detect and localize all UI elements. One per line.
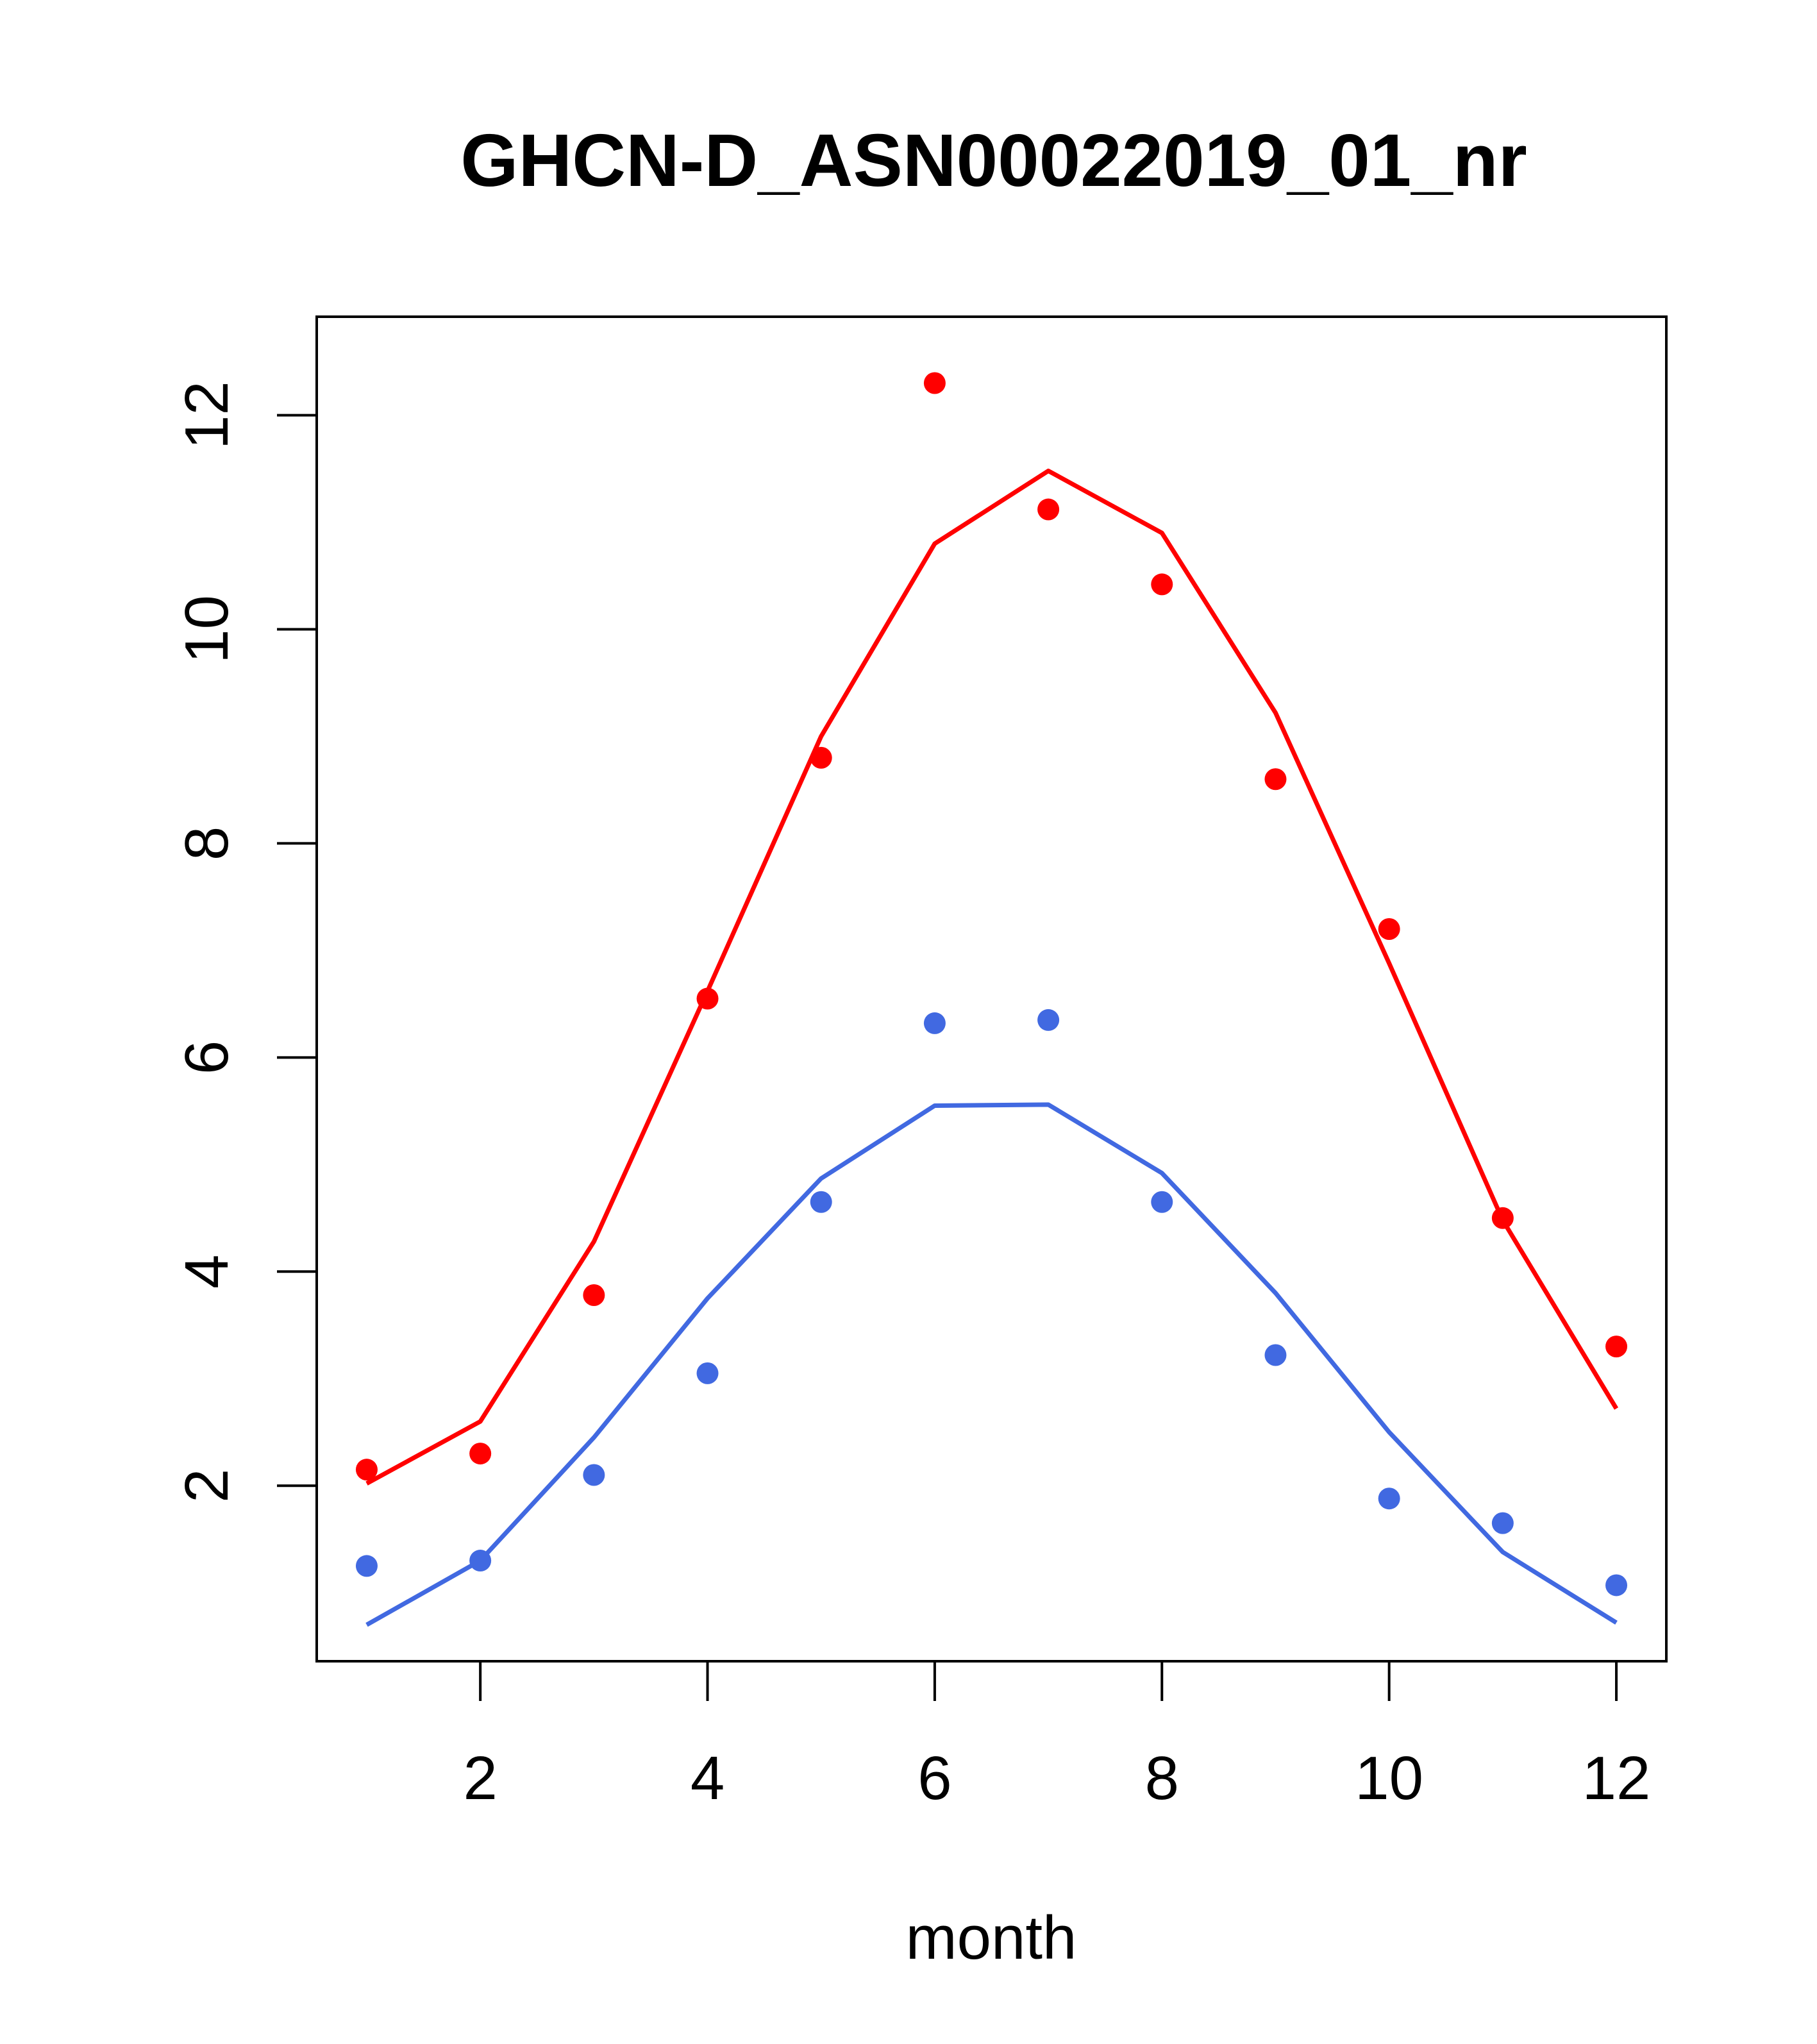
series-2-point <box>1151 1191 1173 1213</box>
series-2-point <box>1264 1344 1287 1366</box>
y-tick-label: 12 <box>172 381 241 449</box>
x-tick-label: 6 <box>917 1744 951 1813</box>
series-2-point <box>469 1550 492 1572</box>
x-tick-label: 2 <box>463 1744 497 1813</box>
series-1-point <box>1264 768 1287 791</box>
series-1-point <box>1151 573 1173 596</box>
series-2-point <box>1491 1512 1514 1534</box>
series-2-point <box>1378 1487 1400 1510</box>
x-tick-label: 8 <box>1145 1744 1179 1813</box>
series-1-point <box>1605 1336 1628 1358</box>
x-axis: 2 4 6 8 10 12 <box>463 1660 1651 1813</box>
series-1-point <box>1037 498 1060 521</box>
series-1-point <box>923 372 946 394</box>
series-2-point <box>1605 1574 1628 1596</box>
x-tick-label: 12 <box>1582 1744 1651 1813</box>
series-1 <box>355 372 1628 1486</box>
series-2-point <box>355 1555 378 1577</box>
x-tick-label: 10 <box>1355 1744 1423 1813</box>
y-tick-label: 8 <box>172 826 241 860</box>
plot-frame <box>315 315 1668 1663</box>
y-axis: 2 4 6 8 10 12 <box>172 381 318 1503</box>
series-2-point <box>923 1012 946 1034</box>
series-1-point <box>583 1284 605 1307</box>
series-layer <box>355 372 1628 1627</box>
series-2-line <box>365 1102 1618 1627</box>
y-tick-label: 10 <box>172 595 241 664</box>
series-1-point <box>1491 1207 1514 1229</box>
series-1-point <box>355 1459 378 1481</box>
series-2-point <box>810 1191 832 1213</box>
x-axis-label: month <box>906 1904 1077 1972</box>
series-2 <box>355 1009 1628 1627</box>
series-2-point <box>1037 1009 1060 1031</box>
series-2-point <box>583 1464 605 1486</box>
y-tick-label: 4 <box>172 1255 241 1289</box>
series-1-point <box>469 1443 492 1465</box>
series-1-point <box>696 987 719 1010</box>
series-1-point <box>810 746 832 769</box>
x-tick-label: 4 <box>691 1744 724 1813</box>
y-tick-label: 2 <box>172 1468 241 1502</box>
series-2-point <box>696 1362 719 1384</box>
chart-title: GHCN-D_ASN00022019_01_nr <box>460 119 1527 202</box>
y-tick-label: 6 <box>172 1041 241 1075</box>
series-1-line <box>365 468 1619 1486</box>
series-1-point <box>1378 918 1400 941</box>
